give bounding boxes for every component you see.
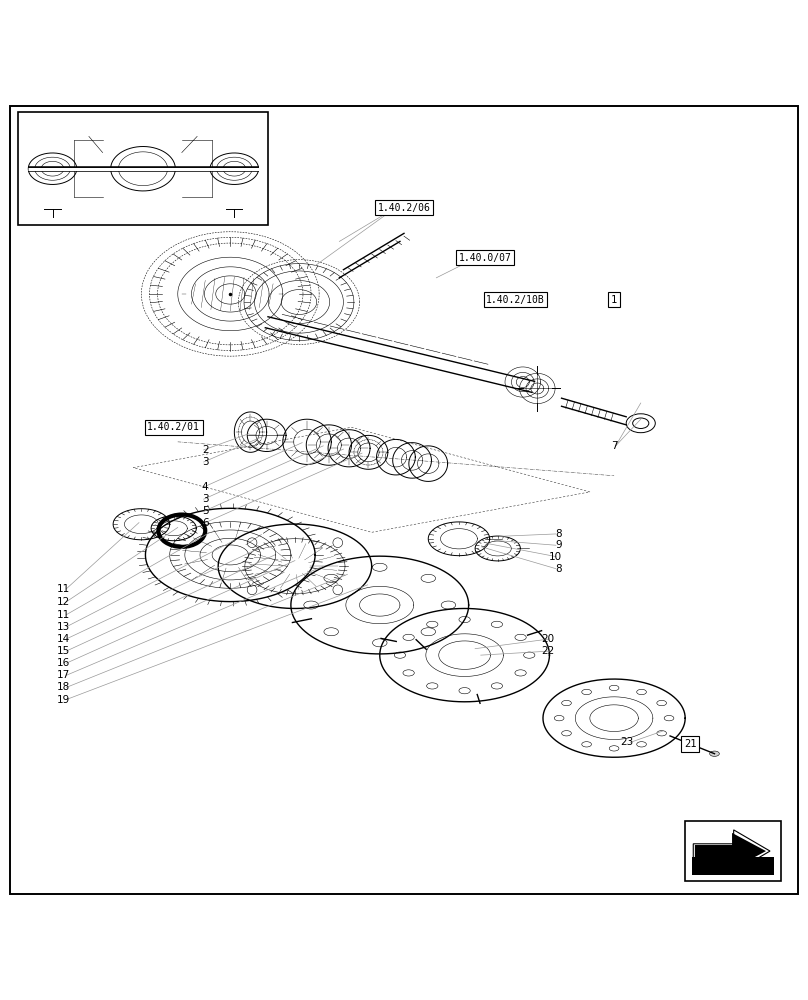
Text: 1.40.0/07: 1.40.0/07: [458, 253, 511, 263]
Bar: [692, 857, 774, 875]
Text: 23: 23: [621, 737, 633, 747]
Text: 1.40.2/01: 1.40.2/01: [147, 422, 200, 432]
Bar: [685, 821, 781, 881]
Text: 4: 4: [202, 482, 208, 492]
Text: 14: 14: [57, 634, 70, 644]
Text: 21: 21: [684, 739, 696, 749]
Text: 6: 6: [202, 518, 208, 528]
Text: 7: 7: [612, 441, 618, 451]
Text: 13: 13: [57, 622, 70, 632]
Text: 1.40.2/10B: 1.40.2/10B: [486, 295, 545, 305]
Text: 10: 10: [549, 552, 562, 562]
Text: 22: 22: [541, 646, 554, 656]
Text: 5: 5: [202, 506, 208, 516]
Text: 12: 12: [57, 597, 70, 607]
Text: 3: 3: [202, 457, 208, 467]
Ellipse shape: [709, 751, 719, 756]
Polygon shape: [693, 830, 770, 872]
Text: 11: 11: [57, 610, 70, 620]
Text: 19: 19: [57, 695, 70, 705]
Text: 20: 20: [541, 634, 554, 644]
Text: 1.40.2/06: 1.40.2/06: [377, 203, 431, 213]
Text: 17: 17: [57, 670, 70, 680]
Text: 8: 8: [555, 564, 562, 574]
Text: 18: 18: [57, 682, 70, 692]
Polygon shape: [695, 833, 766, 869]
Text: 8: 8: [555, 529, 562, 539]
Text: 2: 2: [202, 445, 208, 455]
Text: 11: 11: [57, 584, 70, 594]
Text: 1: 1: [611, 295, 617, 305]
Text: 3: 3: [202, 494, 208, 504]
Text: 9: 9: [555, 540, 562, 550]
Bar: [18, 112, 268, 225]
Text: 15: 15: [57, 646, 70, 656]
Text: 16: 16: [57, 658, 70, 668]
